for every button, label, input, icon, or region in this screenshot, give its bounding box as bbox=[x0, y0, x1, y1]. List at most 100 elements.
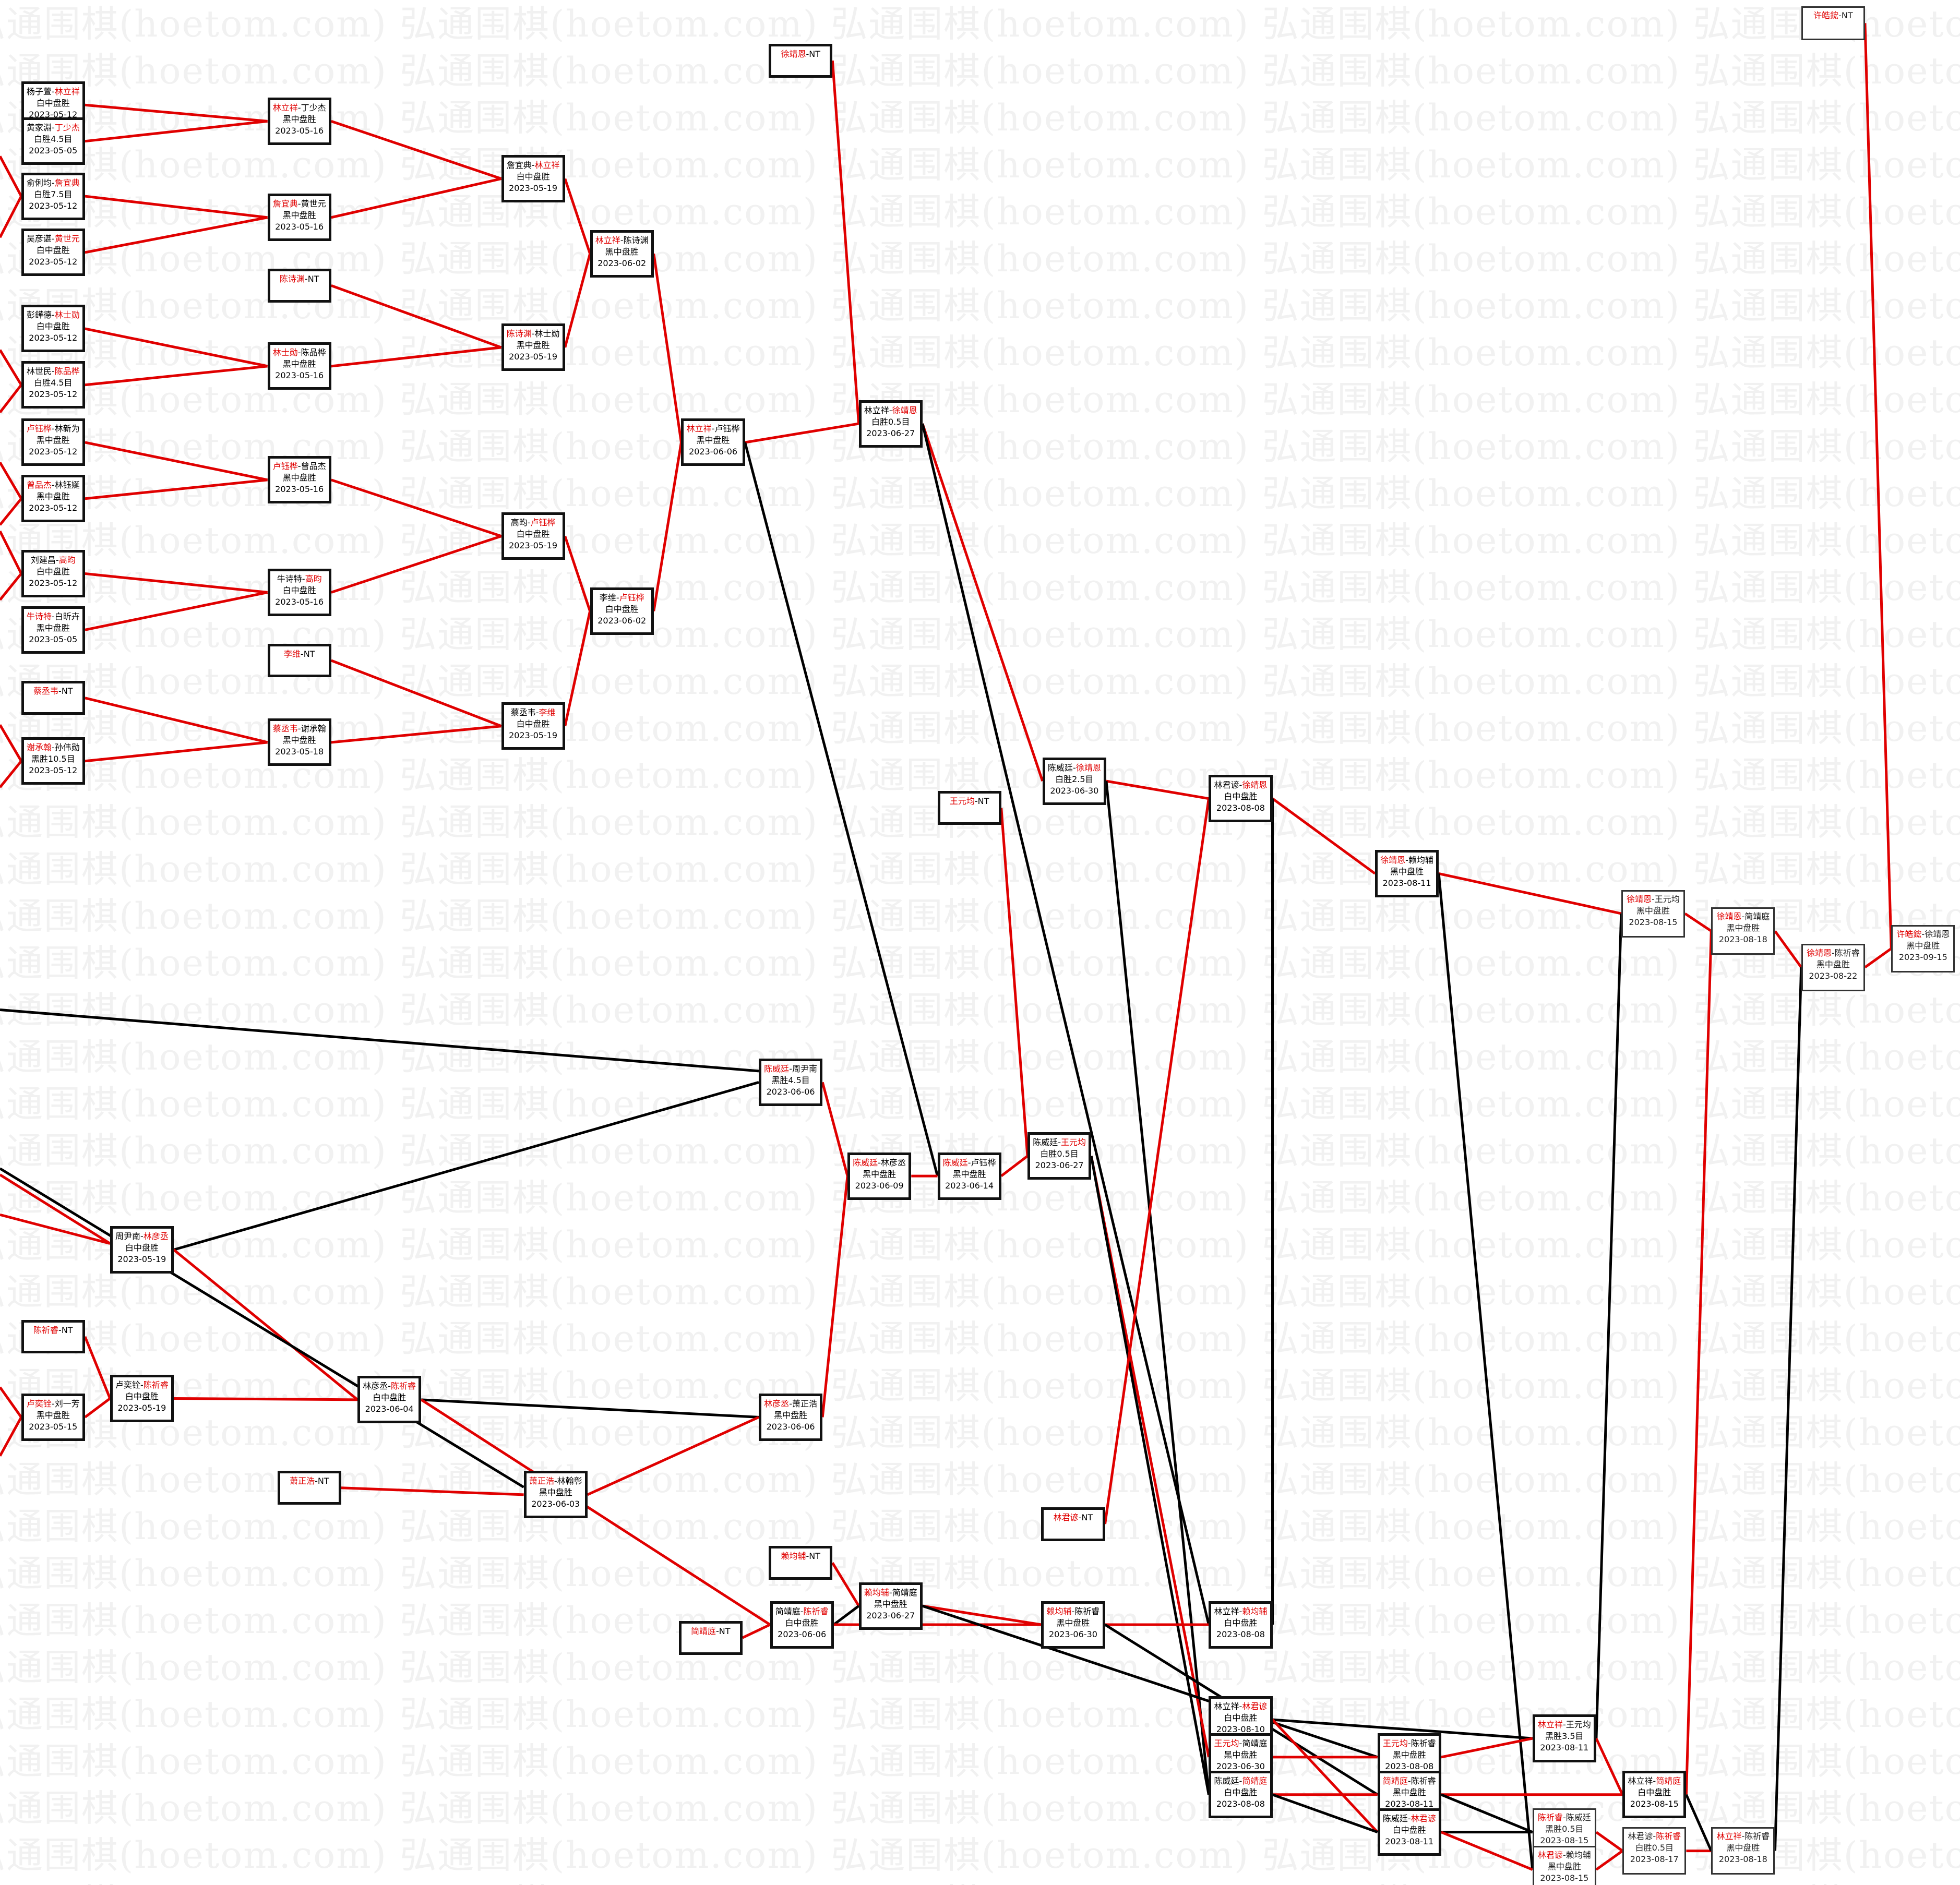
match-date: 2023-06-30 bbox=[1216, 1761, 1265, 1772]
match-date: 2023-05-12 bbox=[29, 333, 78, 343]
player-black: 陈诗渊 bbox=[279, 274, 305, 284]
match-result: 黑中盘胜 bbox=[1906, 940, 1940, 951]
match-players: 黄家淵-丁少杰 bbox=[24, 122, 82, 134]
match-players: 林立祥-徐靖恩 bbox=[862, 405, 920, 416]
match-date: 2023-06-14 bbox=[945, 1180, 994, 1191]
player-white: 陈祈睿 bbox=[1411, 1738, 1436, 1749]
match-date: 2023-08-18 bbox=[1718, 1854, 1767, 1865]
match-date: 2023-08-15 bbox=[1630, 1799, 1679, 1809]
separator: - bbox=[51, 742, 55, 753]
match-players: 杨子萱-林立祥 bbox=[24, 86, 82, 98]
match-players: 徐靖恩-赖均辅 bbox=[1378, 855, 1436, 866]
separator: - bbox=[1562, 1812, 1566, 1823]
player-white: 林彦丞 bbox=[881, 1157, 906, 1168]
match-date: 2023-06-09 bbox=[855, 1180, 904, 1191]
match-result: 白中盘胜 bbox=[282, 585, 316, 595]
match-result: 白胜4.5目 bbox=[34, 134, 73, 145]
match-date: 2023-05-12 bbox=[29, 503, 78, 513]
player-white: 陈品桦 bbox=[301, 347, 326, 358]
match-date: 2023-05-05 bbox=[29, 146, 78, 156]
winner-path-line bbox=[420, 1398, 771, 1626]
winner-path-line bbox=[0, 572, 22, 601]
separator: - bbox=[1407, 1738, 1411, 1749]
player-white: NT bbox=[317, 1476, 329, 1486]
match-box: 刘建昌-高昀 白中盘胜 2023-05-12 bbox=[21, 549, 85, 597]
match-date: 2023-08-11 bbox=[1540, 1743, 1589, 1753]
player-black: 陈威廷 bbox=[1033, 1137, 1058, 1148]
player-white: 林君谚 bbox=[1411, 1814, 1436, 1824]
match-box: 卢奕铨-陈祈睿 白中盘胜 2023-05-19 bbox=[110, 1374, 174, 1422]
match-players: 徐靖恩-王元均 bbox=[1623, 894, 1683, 905]
match-players: 卢钰桦-林新为 bbox=[24, 423, 82, 435]
winner-path-line bbox=[0, 1213, 111, 1245]
match-date: 2023-08-15 bbox=[1540, 1835, 1589, 1846]
winner-path-line bbox=[1864, 947, 1892, 969]
winner-path-line bbox=[85, 216, 268, 254]
player-black: 徐靖恩 bbox=[1627, 894, 1652, 904]
match-date: 2023-05-16 bbox=[275, 484, 324, 495]
bye-box: 简靖庭-NT bbox=[678, 1620, 743, 1655]
match-players: 许皓鋐-徐靖恩 bbox=[1893, 929, 1953, 940]
match-box: 林立祥-丁少杰 黑中盘胜 2023-05-16 bbox=[267, 97, 331, 145]
match-players: 萧正浩-林翰彰 bbox=[527, 1475, 585, 1487]
match-players: 刘建昌-高昀 bbox=[24, 555, 82, 566]
player-white: 丁少杰 bbox=[301, 102, 326, 113]
winner-path-line bbox=[341, 1486, 524, 1496]
match-box: 蔡丞韦-谢承翰 黑中盘胜 2023-05-18 bbox=[267, 718, 331, 766]
player-white: 徐靖恩 bbox=[1075, 762, 1101, 773]
winner-path-line bbox=[85, 327, 268, 368]
player-black: 林立祥 bbox=[1214, 1701, 1239, 1711]
separator: - bbox=[967, 1157, 971, 1168]
separator: - bbox=[1407, 1814, 1411, 1824]
player-white: NT bbox=[809, 49, 820, 59]
match-result: 黑中盘胜 bbox=[1726, 923, 1760, 933]
bye-box: 陈祈睿-NT bbox=[21, 1319, 85, 1354]
player-white: 陈祈睿 bbox=[1834, 947, 1860, 958]
match-result: 黑中盘胜 bbox=[282, 359, 316, 369]
separator: - bbox=[51, 611, 55, 621]
player-black: 蔡丞韦 bbox=[510, 707, 536, 718]
match-players: 林立祥-陈诗渊 bbox=[593, 235, 651, 246]
match-players: 卢奕铨-刘一芳 bbox=[24, 1398, 82, 1410]
match-box: 卢钰桦-林新为 黑中盘胜 2023-05-12 bbox=[21, 418, 85, 466]
match-players: 林世民-陈品桦 bbox=[24, 366, 82, 377]
match-date: 2023-08-22 bbox=[1809, 970, 1858, 981]
match-players: 林立祥-简靖庭 bbox=[1625, 1775, 1683, 1787]
match-date: 2023-08-08 bbox=[1385, 1761, 1434, 1772]
player-white: 陈品桦 bbox=[54, 366, 80, 377]
player-white: 林钰娫 bbox=[54, 480, 80, 490]
winner-path-line bbox=[1104, 798, 1210, 1524]
player-black: 徐靖恩 bbox=[1380, 855, 1406, 865]
match-result: 黑胜0.5目 bbox=[1545, 1824, 1584, 1834]
match-date: 2023-05-19 bbox=[117, 1402, 166, 1413]
player-black: 陈威廷 bbox=[1047, 762, 1073, 773]
player-white: 徐靖恩 bbox=[892, 405, 917, 415]
player-white: 丁少杰 bbox=[54, 123, 80, 133]
player-black: 萧正浩 bbox=[529, 1476, 554, 1486]
match-date: 2023-05-19 bbox=[509, 541, 558, 551]
match-players: 林士勋-陈品桦 bbox=[270, 347, 329, 358]
match-date: 2023-06-06 bbox=[766, 1086, 815, 1097]
player-white: 林新为 bbox=[54, 424, 80, 434]
player-white: NT bbox=[307, 274, 319, 284]
loser-path-line bbox=[1440, 1793, 1533, 1833]
winner-path-line bbox=[564, 178, 592, 255]
player-white: 林士勋 bbox=[54, 310, 80, 320]
loser-path-line bbox=[833, 1605, 860, 1626]
match-result: 白中盘胜 bbox=[373, 1392, 407, 1403]
winner-path-line bbox=[1595, 1850, 1623, 1871]
match-players: 卢钰桦-曾品杰 bbox=[270, 461, 329, 472]
match-box: 许皓鋐-徐靖恩 黑中盘胜 2023-09-15 bbox=[1891, 925, 1955, 972]
match-players: 林立祥-陈祈睿 bbox=[1713, 1831, 1773, 1842]
player-white: 卢钰桦 bbox=[971, 1157, 996, 1168]
match-result: 黑中盘胜 bbox=[774, 1410, 808, 1420]
separator: - bbox=[1562, 1850, 1566, 1860]
match-result: 黑中盘胜 bbox=[1726, 1843, 1760, 1853]
winner-path-line bbox=[1684, 912, 1712, 932]
player-black: 卢钰桦 bbox=[26, 424, 52, 434]
loser-path-line bbox=[421, 1398, 759, 1419]
player-white: 赖均辅 bbox=[1565, 1850, 1591, 1860]
separator: - bbox=[1072, 762, 1076, 773]
separator: - bbox=[1653, 1776, 1656, 1786]
winner-path-line bbox=[330, 119, 502, 180]
